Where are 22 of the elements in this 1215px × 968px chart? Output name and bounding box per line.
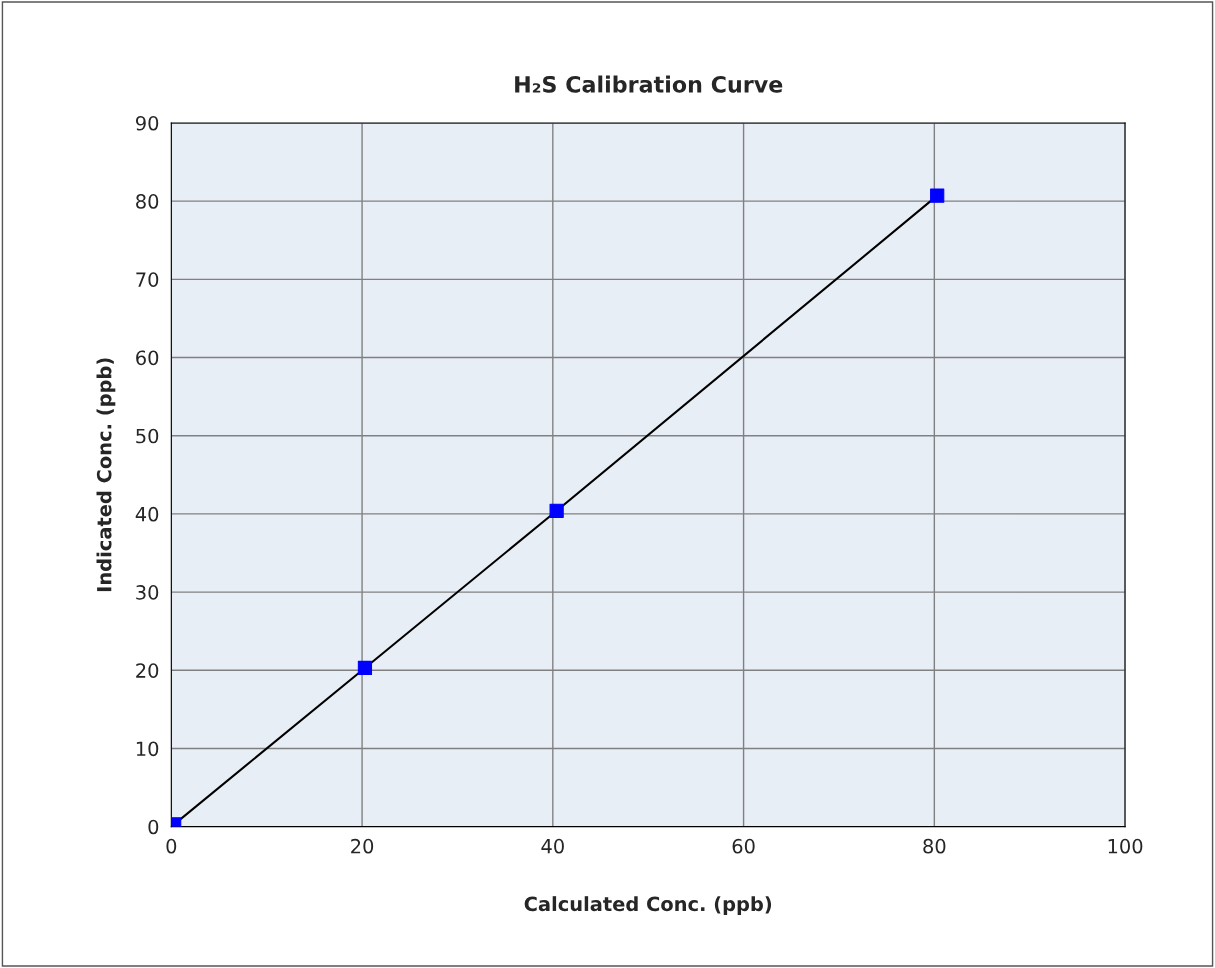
y-tick-label: 50 [136, 428, 159, 444]
y-tick-label: 10 [136, 741, 159, 757]
y-tick-label: 70 [136, 272, 159, 287]
x-tick-label: 80 [923, 838, 946, 854]
y-tick-label: 90 [135, 115, 159, 131]
point [357, 660, 373, 676]
y-tick-label: 30 [136, 585, 159, 600]
x-tick-label: 60 [732, 838, 755, 854]
point [549, 503, 564, 518]
y-tick-label: 0 [148, 819, 159, 835]
y-tick-label: 80 [136, 194, 159, 209]
chart-title: H₂S Calibration Curve [515, 75, 783, 93]
x-tick-label: 40 [541, 838, 564, 854]
y-axis-title: Indicated Conc. (ppb) [96, 358, 116, 592]
y-tick-label: 40 [135, 506, 159, 522]
x-tick-label: 20 [351, 838, 374, 854]
x-tick-label: 0 [166, 838, 177, 854]
y-tick-label: 60 [136, 350, 159, 366]
x-axis-title: Calculated Conc. (ppb) [524, 896, 772, 915]
y-tick-label: 20 [136, 663, 159, 678]
x-tick-label: 100 [1108, 838, 1143, 854]
point [930, 188, 945, 203]
